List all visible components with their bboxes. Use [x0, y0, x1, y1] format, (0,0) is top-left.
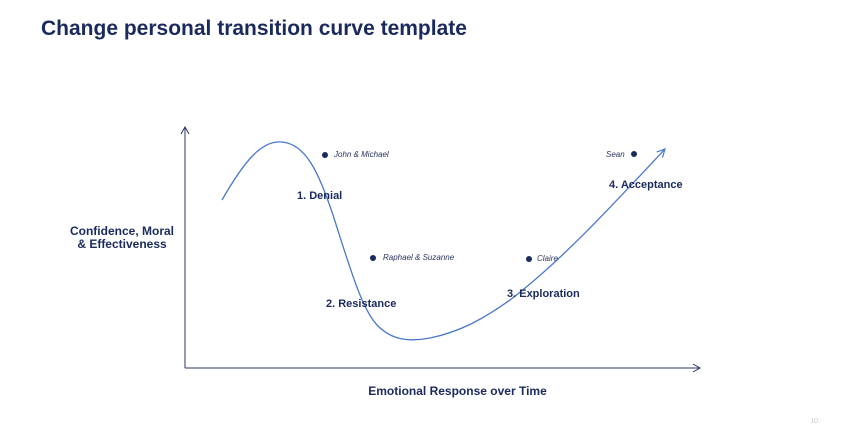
person-marker-dot — [526, 256, 532, 262]
y-axis-label-line1: Confidence, Moral — [69, 224, 174, 238]
stage-resistance: 2. Resistance — [326, 298, 397, 310]
person-label-claire: Claire — [537, 254, 558, 263]
person-marker-dot — [370, 255, 376, 261]
page-number: 10 — [810, 418, 818, 425]
y-axis-label-line2: & Effectiveness — [77, 237, 167, 251]
y-axis-label: Confidence, Moral & Effectiveness — [62, 225, 182, 251]
page-title: Change personal transition curve templat… — [41, 17, 467, 40]
stage-denial: 1. Denial — [297, 190, 343, 202]
person-label-raphael-suzanne: Raphael & Suzanne — [383, 253, 455, 262]
x-axis-label: Emotional Response over Time — [368, 384, 547, 398]
person-marker-dot — [631, 151, 637, 157]
person-marker-dot — [322, 152, 328, 158]
person-label-john-michael: John & Michael — [334, 150, 389, 159]
stage-acceptance: 4. Acceptance — [609, 179, 683, 191]
person-label-sean: Sean — [606, 150, 625, 159]
transition-curve — [221, 141, 666, 341]
stage-exploration: 3. Exploration — [507, 288, 580, 300]
